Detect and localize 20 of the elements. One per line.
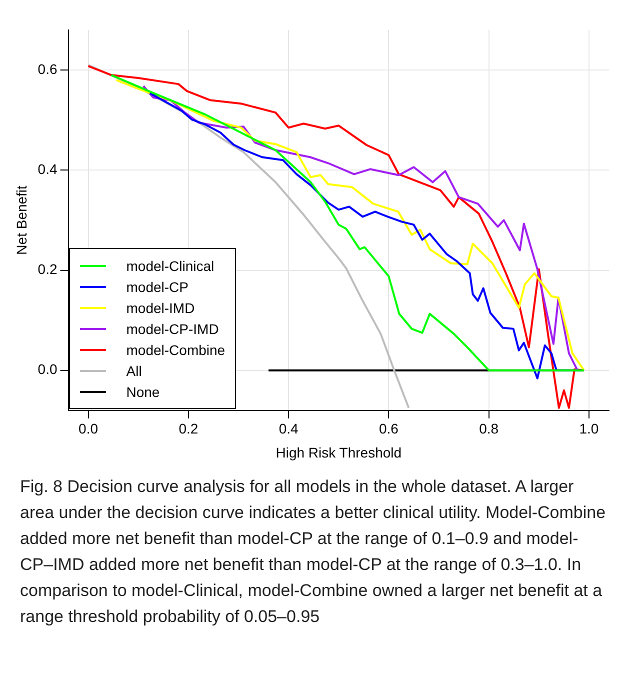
y-tick-label: 0.4 (38, 161, 58, 178)
y-tick-label: 0.6 (38, 60, 58, 77)
caption: Fig. 8 Decision curve analysis for all models in the whole dataset. A larger area under the decision curve indicates a better clinical utility. Model-Combine added more net benefit than model-CP at the range of 0.1–0.9 and model-CP–IMD added more net benefit than model-CP at the range of 0.3–1.0. In comparison to model-Clinical, model-Combine owned a larger net benefit at a range threshold probability of 0.05–0.95 (20, 476, 607, 628)
x-tick-label: 0.6 (378, 420, 399, 437)
y-tick-label: 0.2 (38, 261, 58, 278)
legend-label: model-CP (126, 278, 188, 295)
x-tick-label: 0.4 (278, 420, 299, 437)
x-tick-label: 0.2 (178, 420, 198, 437)
x-tick-label: 0.0 (78, 420, 98, 437)
legend-label: model-Combine (126, 342, 226, 358)
x-axis-title: High Risk Threshold (276, 444, 402, 460)
y-tick-label: 0.0 (38, 361, 58, 378)
legend-label: model-Clinical (126, 258, 214, 274)
legend-label: None (126, 384, 160, 400)
x-tick-label: 0.8 (479, 420, 499, 437)
legend-label: model-IMD (126, 300, 195, 316)
y-axis-title: Net Benefit (13, 185, 30, 255)
legend-label: model-CP-IMD (126, 320, 219, 337)
legend-label: All (126, 362, 142, 379)
x-tick-label: 1.0 (579, 420, 599, 437)
